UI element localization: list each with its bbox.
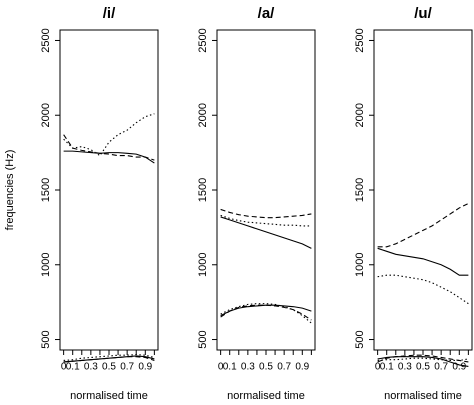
y-tick-label: 2000 — [354, 103, 366, 127]
x-tick-label: 0.9 — [138, 362, 152, 373]
formant-line — [377, 354, 469, 363]
panel-title: /i/ — [103, 5, 116, 22]
y-tick-label: 2000 — [40, 103, 52, 127]
formant-line — [220, 214, 312, 227]
panel-title: /u/ — [414, 5, 432, 22]
x-tick-label: 0.3 — [241, 362, 255, 373]
y-tick-label: 500 — [40, 330, 52, 348]
x-tick-label: 0.5 — [102, 362, 116, 373]
y-axis-title: frequencies (Hz) — [4, 150, 16, 231]
x-tick-label: 0.9 — [295, 362, 309, 373]
x-tick-label: 0.3 — [398, 362, 412, 373]
x-axis-title: normalised time — [70, 390, 148, 402]
panel-title: /a/ — [258, 5, 276, 22]
x-tick-label: 0.7 — [120, 362, 134, 373]
formant-line — [63, 353, 155, 362]
x-tick-label: 0 — [218, 362, 224, 373]
plot-frame — [216, 29, 316, 351]
formant-line — [63, 356, 155, 363]
y-tick-label: 1000 — [40, 253, 52, 277]
formant-line — [63, 134, 155, 161]
formant-line — [377, 356, 469, 367]
y-tick-label: 500 — [197, 330, 209, 348]
formant-line — [63, 150, 155, 164]
formant-line — [377, 274, 469, 305]
y-tick-label: 2500 — [197, 28, 209, 52]
y-tick-label: 1000 — [197, 253, 209, 277]
x-tick-label: 0.1 — [380, 362, 394, 373]
formant-line — [220, 304, 312, 317]
x-axis-title: normalised time — [384, 390, 462, 402]
formant-line — [377, 357, 469, 362]
x-tick-label: 0 — [61, 362, 67, 373]
formant-line — [377, 247, 469, 276]
x-tick-label: 0.5 — [416, 362, 430, 373]
plot-frame — [59, 29, 159, 351]
y-tick-label: 1500 — [40, 178, 52, 202]
formant-line — [220, 216, 312, 249]
y-tick-label: 2500 — [40, 28, 52, 52]
y-tick-label: 2500 — [354, 28, 366, 52]
y-tick-label: 1500 — [354, 178, 366, 202]
y-tick-label: 500 — [354, 330, 366, 348]
x-tick-label: 0.5 — [259, 362, 273, 373]
plot-frame — [373, 29, 473, 351]
y-tick-label: 1500 — [197, 178, 209, 202]
formant-line — [220, 303, 312, 324]
x-tick-label: 0.9 — [452, 362, 466, 373]
x-tick-label: 0.1 — [223, 362, 237, 373]
x-axis-title: normalised time — [227, 390, 305, 402]
formant-line — [377, 202, 469, 248]
x-tick-label: 0 — [375, 362, 381, 373]
formant-line — [220, 304, 312, 321]
formant-line — [63, 355, 155, 363]
y-tick-label: 1000 — [354, 253, 366, 277]
y-tick-label: 2000 — [197, 103, 209, 127]
formant-line — [220, 208, 312, 219]
x-tick-label: 0.3 — [84, 362, 98, 373]
x-tick-label: 0.7 — [277, 362, 291, 373]
x-tick-label: 0.7 — [434, 362, 448, 373]
x-tick-label: 0.1 — [66, 362, 80, 373]
